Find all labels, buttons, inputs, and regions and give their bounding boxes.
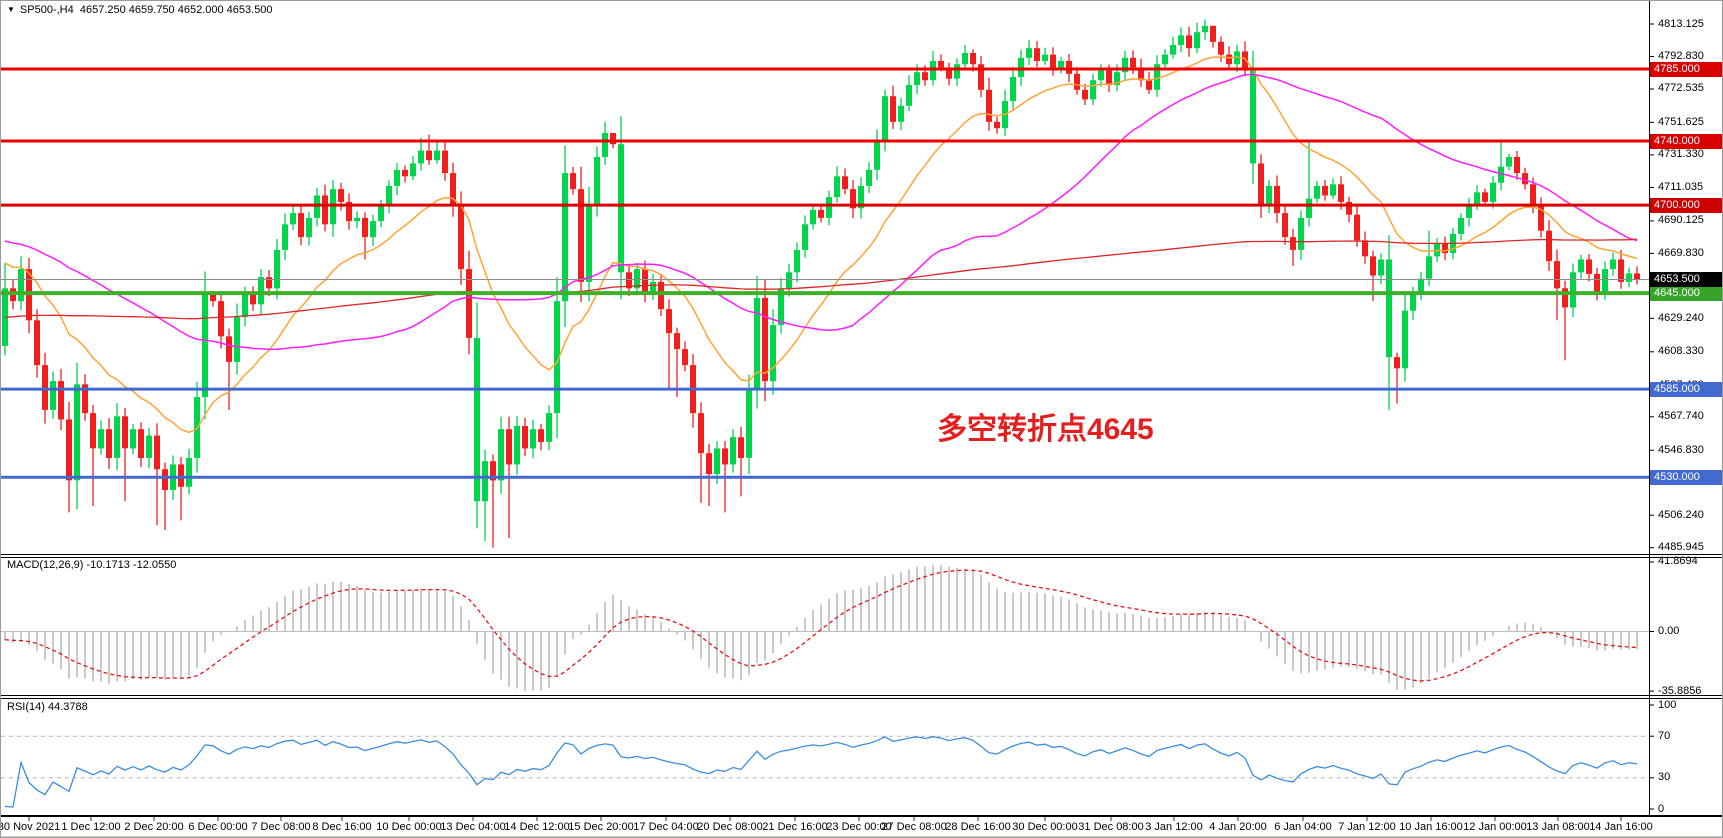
time-axis-label: 13 Dec 04:00 bbox=[440, 821, 506, 833]
time-axis-label: 2 Dec 20:00 bbox=[124, 821, 184, 833]
time-axis-label: 30 Dec 00:00 bbox=[1012, 821, 1078, 833]
time-axis-label: 13 Jan 08:00 bbox=[1526, 821, 1590, 833]
chart-annotation-text[interactable]: 多空转折点4645 bbox=[937, 413, 1154, 446]
price-tick-label: 4546.830 bbox=[1658, 444, 1704, 456]
time-axis-label: 10 Jan 16:00 bbox=[1399, 821, 1463, 833]
time-axis-label: 14 Jan 16:00 bbox=[1589, 821, 1653, 833]
panel-separator[interactable] bbox=[1, 695, 1722, 696]
price-tick-label: 4813.125 bbox=[1658, 18, 1704, 30]
panel-separator[interactable] bbox=[1, 554, 1722, 555]
macd-tick-label: 41.8694 bbox=[1658, 555, 1698, 567]
time-axis-label: 10 Dec 00:00 bbox=[376, 821, 442, 833]
time-axis-label: 21 Dec 16:00 bbox=[762, 821, 828, 833]
time-axis-label: 3 Jan 12:00 bbox=[1145, 821, 1203, 833]
window-edge bbox=[1, 836, 1722, 837]
time-axis-label: 6 Dec 00:00 bbox=[188, 821, 248, 833]
time-axis-label: 28 Dec 16:00 bbox=[945, 821, 1011, 833]
price-tick-label: 4772.535 bbox=[1658, 82, 1704, 94]
rsi-tick-label: 0 bbox=[1658, 803, 1665, 815]
current-price-badge: 4653.500 bbox=[1650, 272, 1722, 287]
price-tick-label: 4690.125 bbox=[1658, 214, 1704, 226]
candles-layer bbox=[2, 19, 1640, 548]
rsi-header: RSI(14) 44.3788 bbox=[7, 701, 88, 713]
price-tick-label: 4608.330 bbox=[1658, 345, 1704, 357]
level-price-badge[interactable]: 4740.000 bbox=[1650, 134, 1722, 149]
macd-tick-label: 0.00 bbox=[1658, 625, 1680, 637]
rsi-tick-label: 70 bbox=[1658, 730, 1671, 742]
price-tick-label: 4567.740 bbox=[1658, 410, 1704, 422]
time-axis-label: 15 Dec 20:00 bbox=[568, 821, 634, 833]
time-axis-label: 1 Dec 12:00 bbox=[61, 821, 121, 833]
level-price-badge[interactable]: 4585.000 bbox=[1650, 382, 1722, 397]
time-axis-label: 20 Dec 08:00 bbox=[697, 821, 763, 833]
level-price-badge[interactable]: 4785.000 bbox=[1650, 62, 1722, 77]
panel-separator bbox=[1, 698, 1722, 699]
price-tick-label: 4711.035 bbox=[1658, 181, 1704, 193]
time-axis-label: 7 Dec 08:00 bbox=[251, 821, 311, 833]
price-tick-label: 4506.240 bbox=[1658, 509, 1704, 521]
time-axis-label: 30 Nov 2021 bbox=[0, 821, 61, 833]
level-price-badge[interactable]: 4700.000 bbox=[1650, 198, 1722, 213]
macd-header: MACD(12,26,9) -10.1713 -12.0550 bbox=[7, 559, 177, 571]
level-price-badge[interactable]: 4530.000 bbox=[1650, 470, 1722, 485]
ohlc-quotes: 4657.250 4659.750 4652.000 4653.500 bbox=[79, 4, 273, 16]
time-axis-label: 31 Dec 08:00 bbox=[1078, 821, 1144, 833]
price-tick-label: 4629.240 bbox=[1658, 312, 1704, 324]
macd-tick-label: -35.8856 bbox=[1658, 685, 1702, 697]
time-axis-label: 12 Jan 00:00 bbox=[1463, 821, 1527, 833]
time-axis-label: 23 Dec 00:00 bbox=[826, 821, 892, 833]
price-tick-label: 4731.330 bbox=[1658, 148, 1704, 160]
time-axis-label: 14 Dec 12:00 bbox=[504, 821, 570, 833]
time-axis-label: 4 Jan 20:00 bbox=[1209, 821, 1267, 833]
time-axis-label: 17 Dec 04:00 bbox=[633, 821, 699, 833]
symbol-header: ▼ SP500-,H4 4657.250 4659.750 4652.000 46… bbox=[7, 4, 273, 16]
price-tick-label: 4792.830 bbox=[1658, 50, 1704, 62]
time-axis-label: 27 Dec 08:00 bbox=[881, 821, 947, 833]
time-axis-label: 7 Jan 12:00 bbox=[1338, 821, 1396, 833]
price-tick-label: 4669.830 bbox=[1658, 247, 1704, 259]
symbol-dropdown-icon[interactable]: ▼ bbox=[7, 5, 15, 14]
panel-separator bbox=[1, 557, 1722, 558]
price-axis-border bbox=[1649, 1, 1650, 817]
level-price-badge[interactable]: 4645.000 bbox=[1650, 286, 1722, 301]
time-axis-label: 6 Jan 04:00 bbox=[1274, 821, 1332, 833]
rsi-tick-label: 30 bbox=[1658, 771, 1671, 783]
time-axis-label: 8 Dec 16:00 bbox=[312, 821, 372, 833]
rsi-tick-label: 100 bbox=[1658, 699, 1677, 711]
price-tick-label: 4485.945 bbox=[1658, 541, 1704, 553]
symbol-title: SP500-,H4 bbox=[19, 4, 74, 16]
price-tick-label: 4751.625 bbox=[1658, 116, 1704, 128]
panel-separator bbox=[1, 815, 1722, 817]
